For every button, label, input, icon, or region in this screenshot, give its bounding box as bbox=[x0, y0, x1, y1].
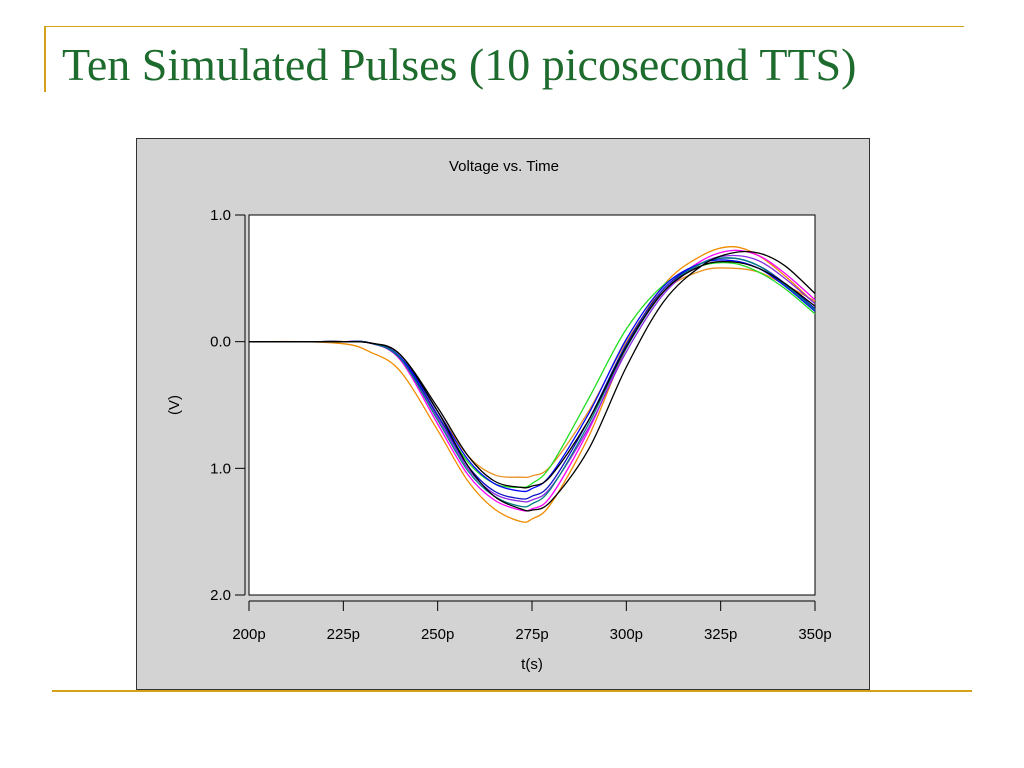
y-tick-label: 0.0 bbox=[210, 334, 231, 351]
x-tick-label: 250p bbox=[421, 626, 454, 643]
x-tick-label: 275p bbox=[515, 626, 548, 643]
series-line-10 bbox=[249, 250, 816, 512]
title-left-rule bbox=[44, 26, 46, 92]
x-tick-label: 325p bbox=[704, 626, 737, 643]
voltage-chart: Voltage vs. Time t(s) (V) 200p 225p 250p 27… bbox=[166, 158, 832, 673]
y-tick-label: 1.0 bbox=[210, 207, 231, 224]
series-line-1 bbox=[248, 246, 816, 523]
y-axis-label: (V) bbox=[166, 395, 183, 415]
series-group bbox=[248, 246, 816, 523]
plot-area bbox=[248, 214, 816, 596]
x-axis-label: t(s) bbox=[521, 656, 543, 673]
title-top-rule bbox=[44, 26, 964, 27]
footer-rule bbox=[52, 690, 972, 692]
chart-title: Voltage vs. Time bbox=[449, 158, 559, 175]
x-tick-label: 225p bbox=[327, 626, 360, 643]
chart-panel: Voltage vs. Time t(s) (V) 200p 225p 250p 27… bbox=[136, 138, 870, 690]
x-tick-label: 200p bbox=[232, 626, 265, 643]
y-tick-label: 2.0 bbox=[210, 587, 231, 604]
y-axis: 1.0 0.0 1.0 2.0 bbox=[210, 207, 246, 604]
x-tick-label: 300p bbox=[610, 626, 643, 643]
x-tick-label: 350p bbox=[798, 626, 831, 643]
x-axis: 200p 225p 250p 275p 300p 325p 350p bbox=[232, 600, 832, 643]
slide-title: Ten Simulated Pulses (10 picosecond TTS) bbox=[62, 39, 857, 90]
y-tick-label: 1.0 bbox=[210, 460, 231, 477]
